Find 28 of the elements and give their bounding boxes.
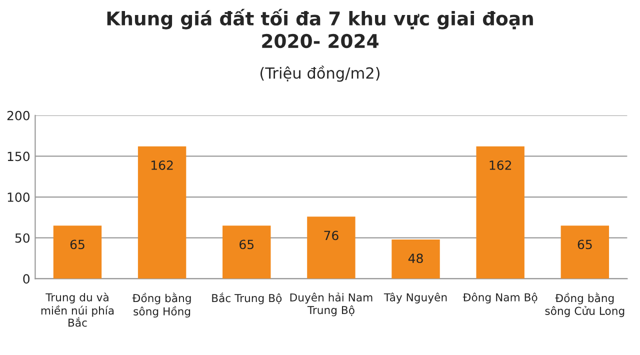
- bar: [307, 216, 356, 279]
- data-label: 65: [578, 240, 592, 250]
- bar: [53, 226, 102, 279]
- x-tick-label: Duyên hải Nam Trung Bộ: [290, 292, 372, 316]
- x-tick-label: Đồng bằng sông Hồng: [132, 292, 191, 318]
- data-label: 65: [240, 240, 254, 250]
- y-tick-label: 200: [7, 110, 30, 120]
- data-label: 162: [152, 160, 173, 170]
- data-label: 162: [490, 160, 512, 170]
- bar: [222, 226, 271, 279]
- bar: [476, 146, 524, 279]
- bar: [392, 239, 440, 279]
- y-tick-label: 150: [8, 152, 30, 162]
- data-label: 48: [408, 254, 423, 264]
- x-tick-label: Tây Nguyên: [384, 292, 447, 304]
- x-tick-label: Đông Nam Bộ: [462, 292, 538, 304]
- chart-subtitle: (Triệu đồng/m2): [260, 66, 380, 82]
- data-label: 76: [324, 230, 338, 240]
- data-label: 65: [70, 240, 84, 250]
- y-tick-label: 50: [15, 233, 30, 243]
- bar: [138, 146, 186, 279]
- x-tick-label: Bắc Trung Bộ: [212, 292, 282, 304]
- y-tick-label: 0: [23, 274, 30, 284]
- bar: [560, 226, 610, 279]
- x-tick-label: Đồng bằng sông Cửu Long: [545, 292, 624, 318]
- chart-title: Khung giá đất tối đa 7 khu vực giai đoạn 2020- 2024: [107, 8, 533, 48]
- y-tick-label: 100: [8, 192, 30, 202]
- x-tick-label: Trung du và miền núi phía Bắc: [41, 292, 114, 327]
